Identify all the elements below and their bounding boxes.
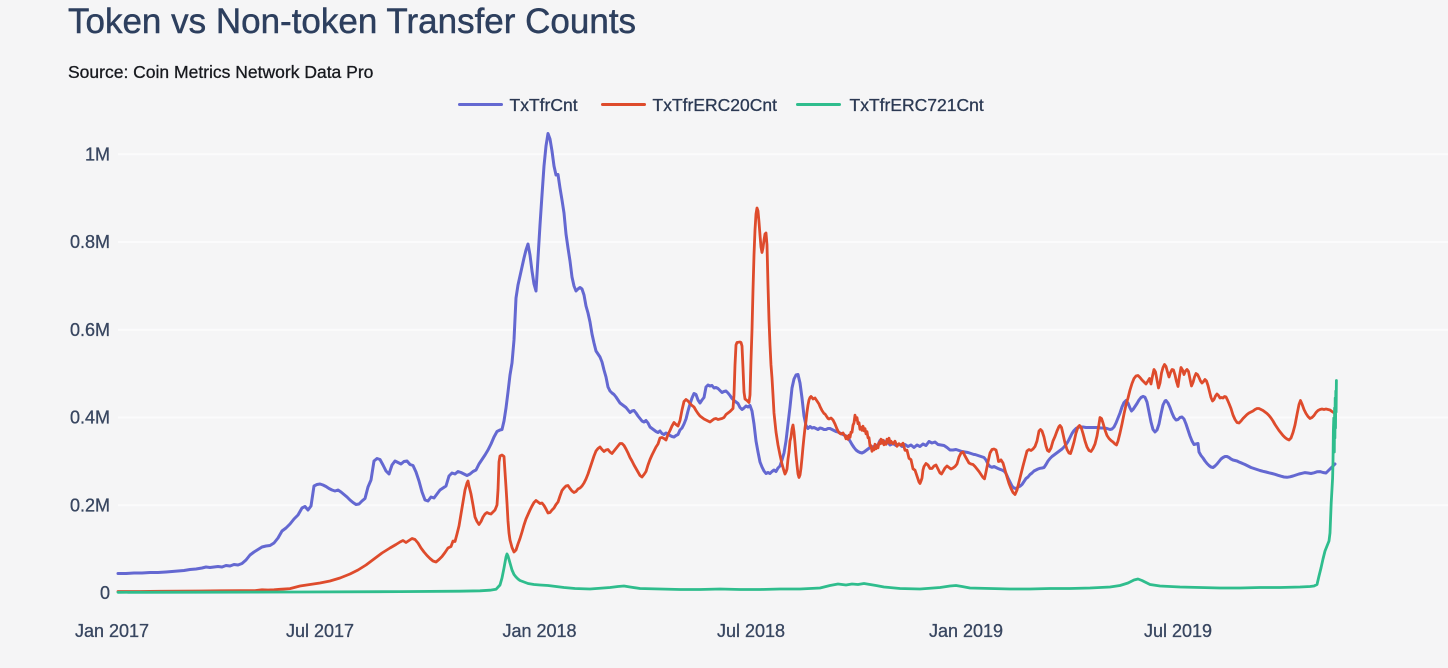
svg-text:0.2M: 0.2M	[70, 495, 110, 515]
svg-text:0.8M: 0.8M	[70, 232, 110, 252]
svg-text:0.6M: 0.6M	[70, 320, 110, 340]
svg-text:0: 0	[100, 583, 110, 603]
svg-text:Jul 2019: Jul 2019	[1144, 621, 1212, 641]
svg-text:0.4M: 0.4M	[70, 408, 110, 428]
svg-text:Jul 2018: Jul 2018	[717, 621, 785, 641]
svg-text:Jan 2017: Jan 2017	[75, 621, 149, 641]
svg-text:1M: 1M	[85, 144, 110, 164]
svg-text:Jan 2019: Jan 2019	[929, 621, 1003, 641]
svg-text:Jul 2017: Jul 2017	[286, 621, 354, 641]
svg-text:Jan 2018: Jan 2018	[502, 621, 576, 641]
